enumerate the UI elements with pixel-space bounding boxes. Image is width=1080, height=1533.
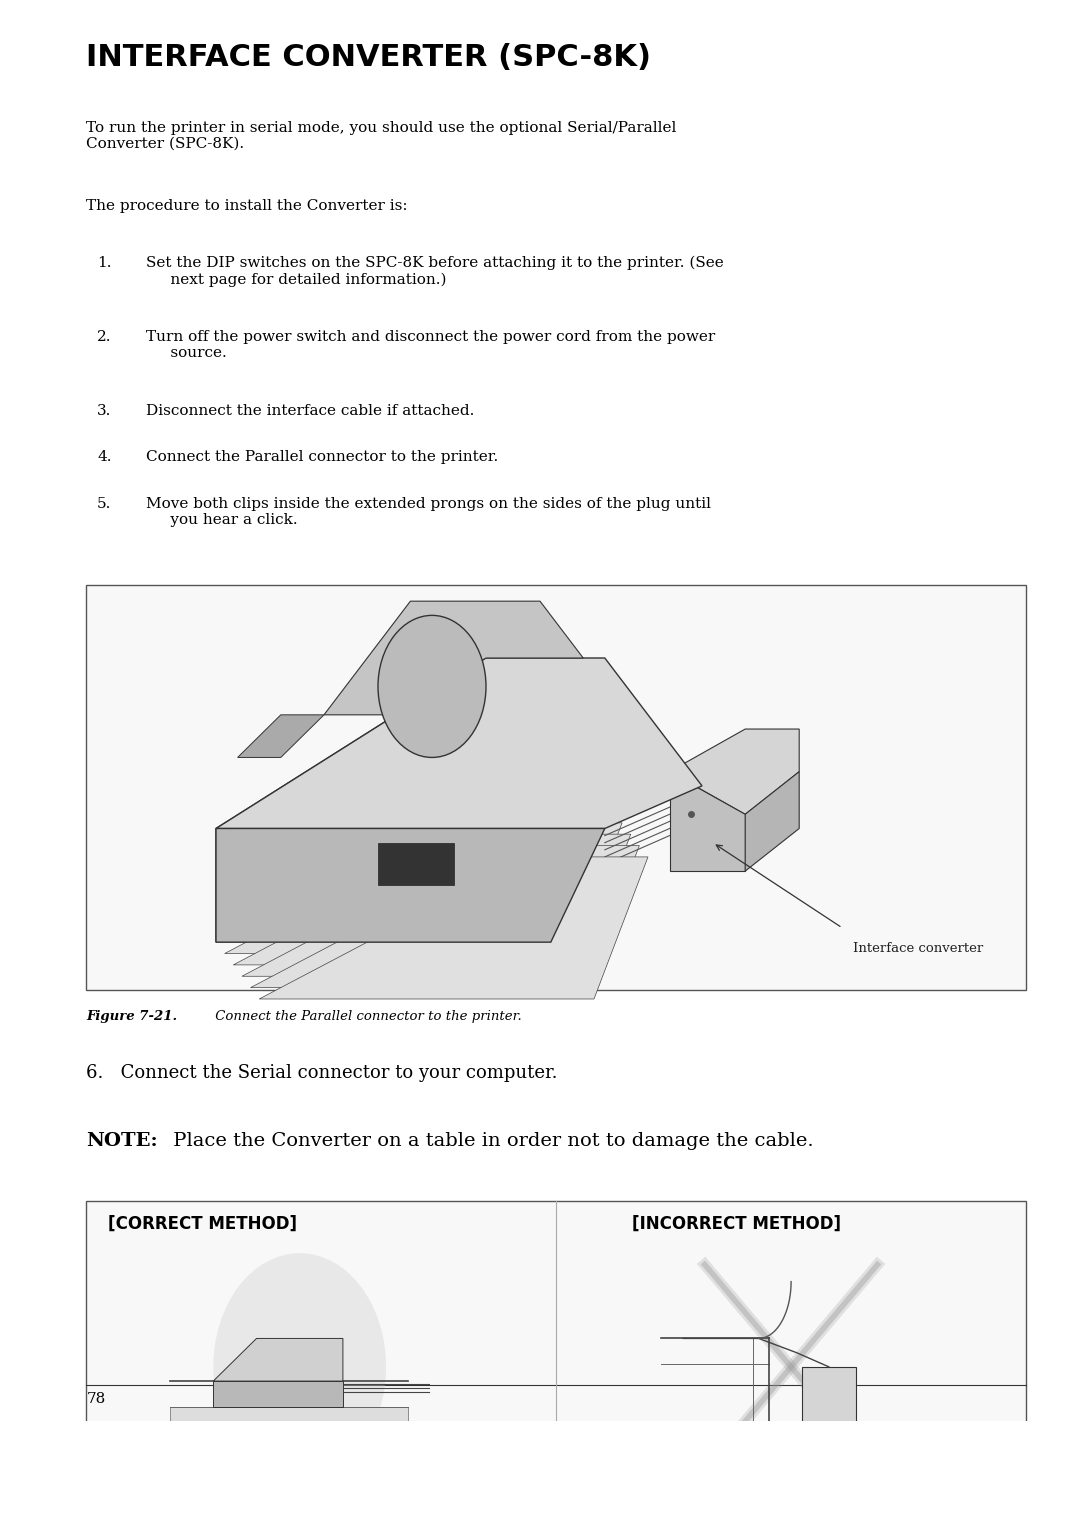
Polygon shape: [216, 658, 486, 943]
FancyBboxPatch shape: [86, 586, 1026, 990]
Polygon shape: [216, 800, 605, 943]
Text: [CORRECT METHOD]: [CORRECT METHOD]: [108, 1214, 297, 1233]
Polygon shape: [216, 828, 605, 943]
Polygon shape: [324, 601, 583, 714]
Text: NOTE:: NOTE:: [86, 1133, 158, 1150]
Text: 5.: 5.: [97, 497, 111, 512]
Text: Place the Converter on a table in order not to damage the cable.: Place the Converter on a table in order …: [167, 1133, 814, 1150]
Text: 78: 78: [86, 1392, 106, 1406]
Text: INTERFACE CONVERTER (SPC-8K): INTERFACE CONVERTER (SPC-8K): [86, 43, 651, 72]
Polygon shape: [745, 771, 799, 871]
Text: Move both clips inside the extended prongs on the sides of the plug until
     y: Move both clips inside the extended pron…: [146, 497, 711, 527]
Polygon shape: [251, 846, 639, 987]
Polygon shape: [225, 811, 613, 954]
Circle shape: [378, 615, 486, 757]
Polygon shape: [242, 834, 631, 977]
Polygon shape: [801, 1367, 855, 1466]
Text: To run the printer in serial mode, you should use the optional Serial/Parallel
C: To run the printer in serial mode, you s…: [86, 121, 677, 150]
Text: Connect the Parallel connector to the printer.: Connect the Parallel connector to the pr…: [211, 1010, 522, 1023]
Polygon shape: [259, 857, 648, 1000]
Polygon shape: [670, 730, 799, 814]
Polygon shape: [378, 843, 454, 886]
Polygon shape: [238, 714, 324, 757]
Text: The procedure to install the Converter is:: The procedure to install the Converter i…: [86, 199, 408, 213]
Text: Turn off the power switch and disconnect the power cord from the power
     sour: Turn off the power switch and disconnect…: [146, 330, 715, 360]
Polygon shape: [233, 823, 622, 964]
Circle shape: [213, 1252, 387, 1481]
Polygon shape: [213, 1338, 342, 1381]
Text: 1.: 1.: [97, 256, 111, 270]
Text: Interface converter: Interface converter: [853, 943, 984, 955]
Polygon shape: [170, 1407, 407, 1452]
Text: 6.   Connect the Serial connector to your computer.: 6. Connect the Serial connector to your …: [86, 1064, 558, 1082]
FancyBboxPatch shape: [86, 1200, 1026, 1521]
Text: Connect the Parallel connector to the printer.: Connect the Parallel connector to the pr…: [146, 451, 498, 464]
Text: 4.: 4.: [97, 451, 111, 464]
Text: Disconnect the interface cable if attached.: Disconnect the interface cable if attach…: [146, 403, 474, 417]
Text: 2.: 2.: [97, 330, 111, 343]
Text: Figure 7-21.: Figure 7-21.: [86, 1010, 177, 1023]
Polygon shape: [670, 771, 745, 871]
Text: 3.: 3.: [97, 403, 111, 417]
Text: [INCORRECT METHOD]: [INCORRECT METHOD]: [632, 1214, 841, 1233]
Text: Set the DIP switches on the SPC-8K before attaching it to the printer. (See
    : Set the DIP switches on the SPC-8K befor…: [146, 256, 724, 287]
Polygon shape: [213, 1381, 342, 1407]
Polygon shape: [216, 658, 702, 828]
